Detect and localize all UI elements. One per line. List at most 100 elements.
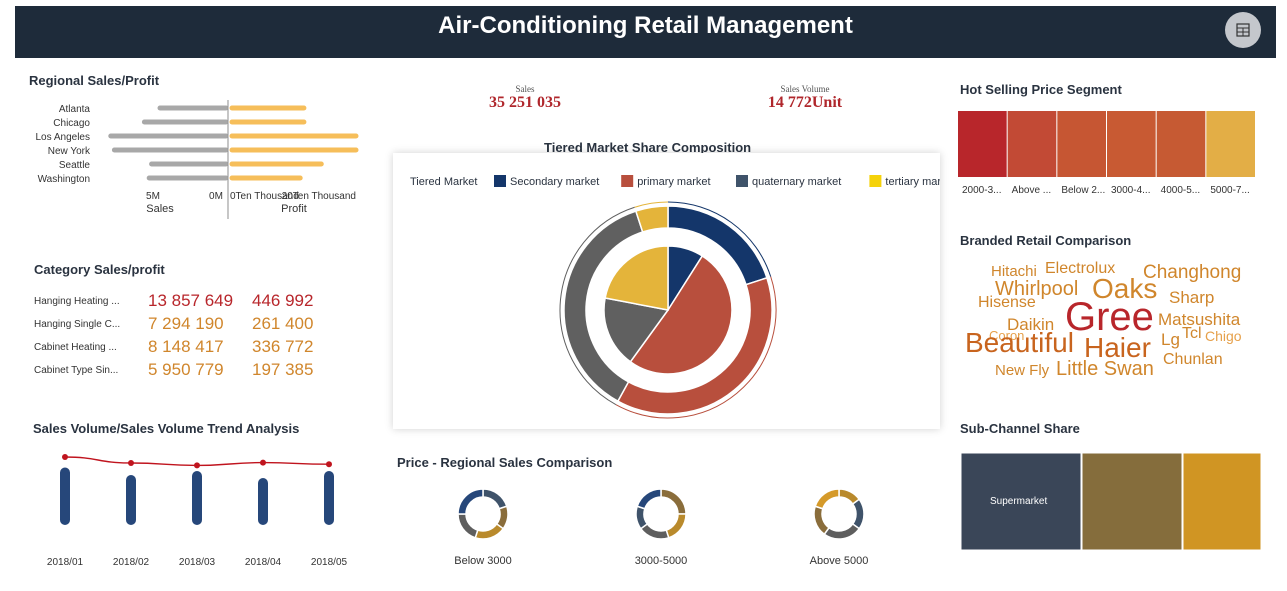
- trend-point: [260, 459, 266, 466]
- trend-point: [128, 460, 134, 466]
- price-segment-cell: [1057, 111, 1106, 177]
- brand-word: Matsushita: [1158, 310, 1241, 329]
- price-segment-cell: [958, 111, 1007, 177]
- donut-slice: [814, 488, 840, 510]
- market-share-title: Tiered Market Share Composition: [544, 140, 752, 155]
- subchannel-cell: [1182, 452, 1262, 551]
- trend-point: [326, 461, 332, 468]
- grid-icon: [1236, 23, 1250, 37]
- brand-word: Daikin: [1007, 315, 1055, 334]
- category-sales: 13 857 649: [148, 291, 234, 310]
- month-label: 2018/05: [311, 557, 348, 568]
- outer-guide-arc: [559, 206, 635, 406]
- brand-word: Sharp: [1169, 288, 1215, 307]
- city-label: Washington: [38, 174, 90, 185]
- category-name: Hanging Single C...: [34, 319, 121, 330]
- donut-slice: [457, 488, 484, 515]
- category-profit: 261 400: [252, 314, 314, 333]
- price-segment-label: Below 2...: [1061, 185, 1105, 196]
- trend-point: [194, 462, 200, 469]
- category-profit: 197 385: [252, 360, 314, 379]
- inner-slice: [603, 297, 670, 363]
- donut-slice: [635, 505, 649, 530]
- sales-tick: 5M: [146, 191, 160, 202]
- legend-swatch: [736, 175, 748, 187]
- brand-word: Tcl: [1182, 325, 1202, 342]
- hot-price-title: Hot Selling Price Segment: [960, 82, 1122, 97]
- city-label: New York: [48, 146, 91, 157]
- category-name: Cabinet Heating ...: [34, 342, 117, 353]
- donut-slice: [665, 513, 687, 539]
- kpi-sales-label: Sales: [515, 84, 535, 94]
- brand-word: Changhong: [1143, 262, 1242, 283]
- outer-guide-arc: [615, 276, 777, 419]
- month-label: 2018/04: [245, 557, 282, 568]
- donut-label: Below 3000: [454, 555, 512, 567]
- legend-swatch: [869, 175, 882, 187]
- sales-axis-label: Sales: [146, 203, 174, 215]
- price-segment-cell: [1156, 111, 1206, 177]
- category-row: Cabinet Heating ... 8 148 417 336 772: [34, 337, 334, 359]
- legend-swatch: [494, 175, 506, 187]
- brand-word: Haier: [1084, 332, 1151, 363]
- category-profit: 336 772: [252, 337, 314, 356]
- profit-tick: 0Ten Thousand: [230, 191, 299, 202]
- price-segment-cell: [1107, 111, 1156, 177]
- page-title: Air-Conditioning Retail Management: [438, 12, 853, 39]
- category-name: Hanging Heating ...: [34, 296, 120, 307]
- month-label: 2018/01: [47, 557, 84, 568]
- legend-label: quaternary market: [752, 176, 841, 188]
- brand-word: Chigo: [1205, 328, 1242, 344]
- subchannel-label: Supermarket: [990, 496, 1047, 507]
- category-title: Category Sales/profit: [34, 262, 165, 277]
- legend-swatch: [621, 175, 634, 187]
- donut-slice: [636, 488, 662, 510]
- month-label: 2018/02: [113, 557, 150, 568]
- donut-label: Above 5000: [810, 555, 869, 567]
- brand-word: Hitachi: [991, 263, 1037, 280]
- inner-slice: [629, 254, 733, 375]
- header-bar: Air-Conditioning Retail Management: [15, 6, 1276, 58]
- category-sales: 8 148 417: [148, 337, 224, 356]
- price-regional-title: Price - Regional Sales Comparison: [397, 455, 613, 470]
- kpi-volume-label: Sales Volume: [780, 84, 830, 94]
- price-segment-cell: [1007, 111, 1057, 177]
- donut-slice: [482, 488, 508, 510]
- trend-chart: 2018/01 2018/02 2018/03 2018/04 2018/05: [47, 454, 348, 568]
- price-segment-cell: [1206, 111, 1255, 177]
- subchannel-cell: [1081, 452, 1183, 551]
- donut-slice: [813, 505, 831, 536]
- price-segment-label: 2000-3...: [962, 185, 1001, 196]
- kpi-sales-value: 35 251 035: [489, 94, 561, 111]
- brand-word: Chunlan: [1163, 351, 1223, 368]
- subchannel-title: Sub-Channel Share: [960, 421, 1080, 436]
- market-share-chart: Tiered Market Secondary market primary mar…: [410, 175, 956, 419]
- brand-word: Coron: [989, 328, 1025, 343]
- donut-slice: [474, 522, 505, 540]
- price-segment-label: 5000-7...: [1210, 185, 1249, 196]
- donut-slice: [851, 498, 865, 530]
- brand-word: Whirlpool: [995, 278, 1079, 300]
- price-segment-label: 4000-5...: [1161, 185, 1200, 196]
- legend-title: Tiered Market: [410, 176, 477, 188]
- legend-label: tertiary market: [885, 176, 940, 188]
- category-name: Cabinet Type Sin...: [34, 365, 119, 376]
- price-segment-label: 3000-4...: [1111, 185, 1150, 196]
- grid-menu-button[interactable]: [1225, 12, 1261, 48]
- city-label: Seattle: [59, 160, 91, 171]
- brand-word: Gree: [1065, 295, 1154, 339]
- category-sales: 5 950 779: [148, 360, 224, 379]
- month-label: 2018/03: [179, 557, 216, 568]
- inner-slice: [604, 245, 669, 311]
- donut-slice: [660, 488, 687, 515]
- profit-axis-label: Profit: [281, 203, 307, 215]
- outer-guide-arc: [634, 201, 669, 208]
- legend-label: primary market: [637, 176, 710, 188]
- regional-chart: Atlanta Chicago Los Angeles New York Seattle…: [36, 100, 359, 219]
- trend-point: [62, 454, 68, 460]
- brand-word: Beautiful: [965, 327, 1074, 358]
- legend-label: Secondary market: [510, 176, 599, 188]
- brands-title: Branded Retail Comparison: [960, 233, 1132, 248]
- donut-slice: [457, 513, 479, 539]
- brand-word: Lg: [1161, 330, 1180, 349]
